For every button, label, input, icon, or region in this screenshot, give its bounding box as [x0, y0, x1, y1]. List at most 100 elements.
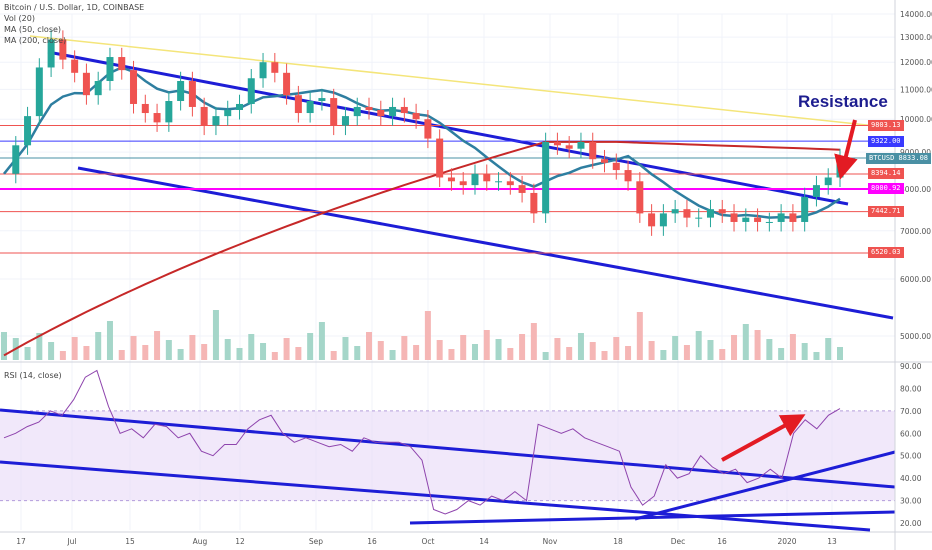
candle-body [742, 217, 750, 222]
volume-bar [613, 337, 620, 360]
rsi-support-line [409, 510, 896, 525]
rsi-lines [3, 369, 841, 515]
volume-bar [837, 347, 843, 360]
price-level-tag: 9803.13 [868, 119, 904, 131]
long-term-trendline [29, 35, 896, 129]
volume-bar [731, 335, 738, 360]
candle-body [683, 209, 691, 218]
volume-bar [695, 331, 702, 360]
time-axis-label: Jul [66, 537, 76, 546]
candle-body [565, 145, 573, 149]
volume-bar [130, 336, 137, 360]
candle-body [330, 98, 338, 126]
candle-body [141, 103, 149, 114]
rsi-axis-label: 40.00 [900, 474, 922, 483]
candle-body [224, 109, 232, 117]
candle-body [459, 181, 467, 186]
volume-bar [660, 350, 667, 360]
candle-body [483, 173, 491, 182]
rsi-lower-trendline [0, 460, 871, 532]
candle-body [24, 116, 32, 146]
candle-body [294, 95, 302, 114]
time-axis-label: Nov [543, 537, 558, 546]
price-level-tag: 7442.71 [868, 206, 904, 218]
candle-body [824, 177, 832, 186]
candle-body [553, 141, 561, 146]
volume-bar [778, 348, 785, 360]
trend-lines[interactable] [0, 35, 896, 532]
current-price-tag: BTCUSD 8833.08 [866, 152, 932, 164]
volume-bar [36, 333, 43, 360]
volume-bar [307, 333, 314, 360]
rsi-legend: RSI (14, close) [4, 371, 62, 380]
candle-body [436, 138, 444, 178]
volume-bar [413, 345, 420, 360]
volume-bar [389, 350, 396, 360]
volume-bar [460, 335, 467, 360]
candle-body [624, 170, 632, 182]
volume-bar [212, 310, 219, 360]
time-axis-label: Dec [671, 537, 686, 546]
candle-body [47, 39, 55, 68]
volume-bar [283, 338, 290, 360]
resistance-arrow [834, 119, 858, 180]
volume-bar [719, 349, 726, 360]
price-level-tag: 6520.03 [868, 247, 904, 259]
candle-body [306, 101, 314, 114]
volume-bar [142, 345, 149, 360]
volume-bar [201, 344, 208, 360]
candle-body [812, 185, 820, 197]
candle-body [188, 81, 196, 107]
resistance-annotation: Resistance [798, 92, 888, 111]
rsi-rising-trendline [634, 450, 896, 521]
candle-body [447, 177, 455, 182]
rsi-axis-label: 60.00 [900, 429, 922, 438]
volume-bar [236, 348, 243, 360]
candle-body [106, 57, 114, 82]
price-axis-label: 10000.00 [900, 115, 932, 124]
ma50-line [3, 66, 841, 219]
time-axis-label: Oct [422, 537, 435, 546]
candle-body [35, 67, 43, 117]
candle-body [695, 217, 703, 219]
rsi-up-arrow [721, 414, 806, 462]
ma-lines [3, 66, 841, 357]
candle-body [341, 116, 349, 126]
price-level-tag: 8000.92 [868, 183, 904, 195]
volume-bar [118, 350, 125, 360]
volume-bar [71, 337, 78, 360]
volume-bar [601, 351, 608, 360]
volume-bar [625, 346, 632, 360]
volume-bar [577, 333, 584, 360]
rsi-axis-label: 50.00 [900, 452, 922, 461]
volume-bar [519, 334, 526, 360]
volume-bar [789, 334, 796, 360]
volume-bar [707, 340, 714, 360]
candle-body [789, 213, 797, 222]
volume-bar [589, 342, 596, 360]
candle-body [718, 209, 726, 214]
candle-body [377, 109, 385, 117]
volume-bar [48, 342, 55, 360]
price-axis-label: 13000.00 [900, 33, 932, 42]
candle-body [71, 59, 79, 73]
candle-body [801, 196, 809, 222]
time-axis-label: 14 [479, 537, 489, 546]
volume-bar [377, 341, 384, 360]
candle-body [94, 81, 102, 96]
level-lines [0, 124, 895, 254]
candle-body [177, 81, 185, 102]
channel-lower-line [77, 166, 894, 320]
volume-bar [566, 347, 573, 360]
ma50-legend: MA (50, close) [4, 25, 62, 34]
candle-body [589, 141, 597, 160]
candle-body [577, 141, 585, 149]
candle-body [82, 72, 90, 96]
volume-bar [271, 352, 278, 360]
price-axis-label: 12000.00 [900, 58, 932, 67]
time-axis-label: Sep [309, 537, 323, 546]
volume-bar [177, 349, 184, 360]
rsi-axis-label: 90.00 [900, 362, 922, 371]
candle-body [389, 106, 397, 117]
